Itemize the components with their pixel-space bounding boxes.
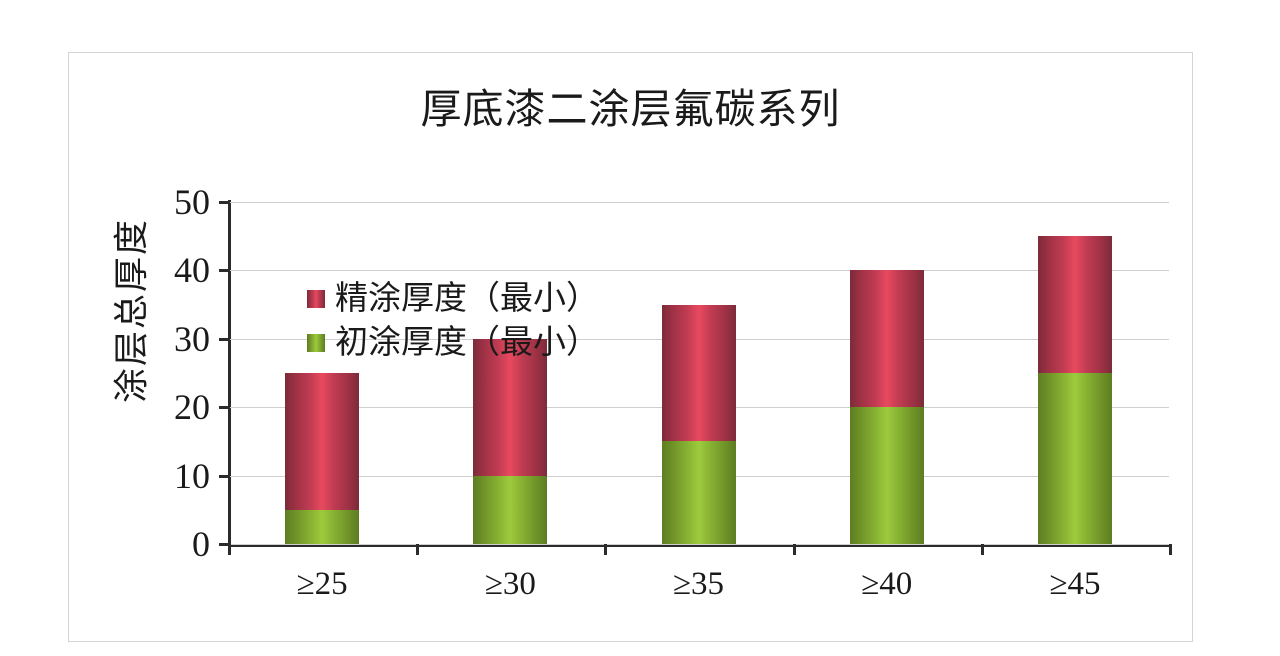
x-axis-tick xyxy=(1169,544,1172,555)
legend-item-label: 精涂厚度（最小） xyxy=(335,280,599,317)
y-axis-tick-label: 40 xyxy=(174,250,210,291)
x-axis-tick xyxy=(228,544,231,555)
y-axis-tick xyxy=(219,337,230,341)
y-axis-tick xyxy=(219,406,230,410)
bar-segment-topcoat[interactable] xyxy=(285,373,360,510)
x-axis-tick xyxy=(793,544,796,555)
y-axis-tick xyxy=(219,543,230,546)
bar-group[interactable] xyxy=(661,202,736,544)
legend-swatch-icon xyxy=(307,290,325,308)
legend-item-label: 初涂厚度（最小） xyxy=(335,324,599,361)
bar-group[interactable] xyxy=(1037,202,1112,544)
x-axis-tick-label: ≥30 xyxy=(484,566,536,602)
bar-segment-topcoat[interactable] xyxy=(1037,236,1112,373)
y-axis-tick-label: 30 xyxy=(174,318,210,359)
y-axis-tick-label: 20 xyxy=(174,387,210,428)
bar-segment-topcoat[interactable] xyxy=(473,338,548,476)
x-axis-line xyxy=(228,544,1169,547)
bar-segment-primer[interactable] xyxy=(661,441,736,544)
bar-segment-topcoat[interactable] xyxy=(661,304,736,442)
bar-group[interactable] xyxy=(285,202,360,544)
y-axis-title: 涂层总厚度 xyxy=(112,218,152,404)
y-axis-tick xyxy=(219,474,230,478)
y-axis-tick-label: 0 xyxy=(192,524,210,564)
x-axis-tick-label: ≥40 xyxy=(861,566,913,602)
x-axis-tick xyxy=(416,544,419,555)
y-axis-tick-label: 10 xyxy=(174,455,210,496)
y-axis-tick xyxy=(219,269,230,273)
gridline xyxy=(228,202,1169,203)
bar-segment-primer[interactable] xyxy=(1037,373,1112,544)
y-axis-tick-label: 50 xyxy=(174,182,210,222)
legend-item[interactable]: 初涂厚度（最小） xyxy=(307,321,599,365)
bar-group[interactable] xyxy=(473,202,548,544)
legend-swatch-icon xyxy=(307,334,325,352)
x-axis-tick xyxy=(604,544,607,555)
x-axis-tick-label: ≥45 xyxy=(1049,566,1101,602)
chart-frame: 厚底漆二涂层氟碳系列 涂层总厚度 0 10 20 30 40 50 ≥25 ≥30 ≥35 ≥4… xyxy=(68,52,1193,642)
x-axis-tick xyxy=(981,544,984,555)
bar-segment-primer[interactable] xyxy=(849,407,924,544)
bar-group[interactable] xyxy=(849,202,924,544)
y-axis-line xyxy=(228,200,231,546)
bar-segment-primer[interactable] xyxy=(473,475,548,544)
y-axis-tick xyxy=(219,201,230,204)
x-axis-tick-label: ≥25 xyxy=(296,566,348,602)
plot-area: 0 10 20 30 40 50 ≥25 ≥30 ≥35 ≥40 ≥45 xyxy=(174,182,1172,602)
gridline xyxy=(228,544,1169,545)
x-axis-tick-label: ≥35 xyxy=(672,566,725,602)
chart-title: 厚底漆二涂层氟碳系列 xyxy=(420,86,841,132)
chart-legend: 精涂厚度（最小） 初涂厚度（最小） xyxy=(301,275,605,369)
bar-segment-primer[interactable] xyxy=(285,509,360,544)
bar-segment-topcoat[interactable] xyxy=(849,270,924,408)
legend-item[interactable]: 精涂厚度（最小） xyxy=(307,277,599,321)
gridline xyxy=(228,270,1169,272)
